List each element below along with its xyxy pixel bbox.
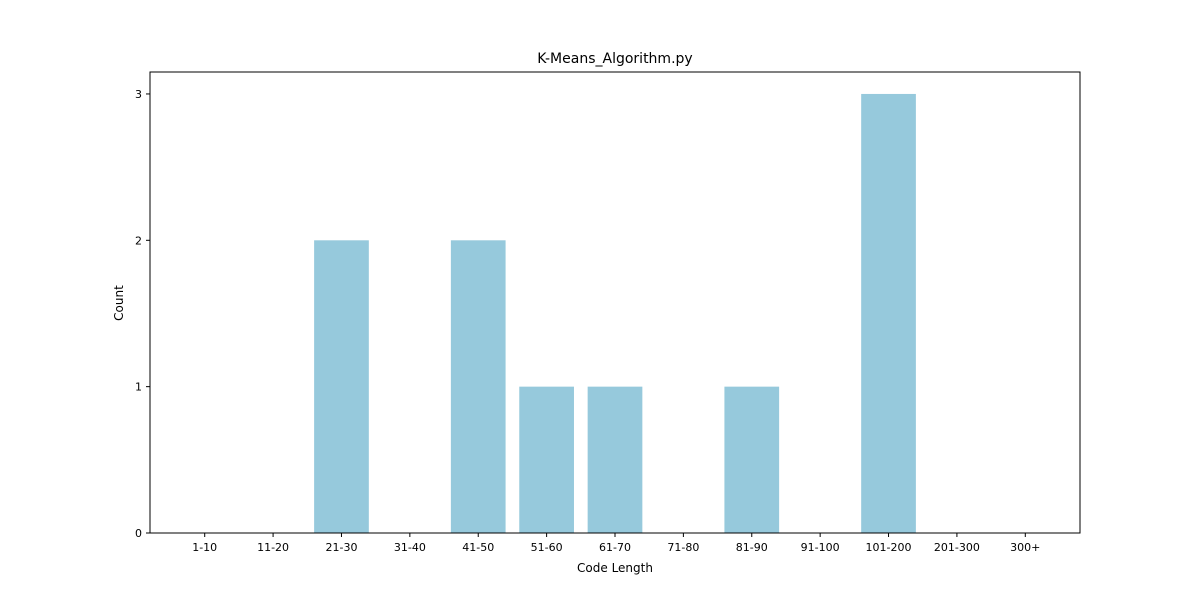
x-ticks: 1-10 11-20 21-30 31-40 41-50 51-60 61-70 71-80 8… (192, 533, 1040, 554)
bar-21-30 (314, 240, 369, 534)
x-tick-label: 31-40 (394, 541, 426, 554)
bar-101-200 (861, 93, 916, 533)
x-tick-label: 101-200 (866, 541, 912, 554)
x-tick-label: 91-100 (801, 541, 840, 554)
y-tick-label: 3 (135, 88, 142, 101)
x-tick-label: 11-20 (257, 541, 289, 554)
x-tick-label: 201-300 (934, 541, 980, 554)
bars-group (314, 93, 916, 534)
x-tick-label: 1-10 (192, 541, 217, 554)
x-tick-label: 41-50 (462, 541, 494, 554)
x-tick-label: 81-90 (736, 541, 768, 554)
y-tick-label: 0 (135, 527, 142, 540)
x-tick-label: 51-60 (531, 541, 563, 554)
bar-61-70 (587, 386, 643, 533)
y-tick-label: 2 (135, 234, 142, 247)
x-tick-label: 61-70 (599, 541, 631, 554)
x-tick-label: 71-80 (667, 541, 699, 554)
bar-51-60 (519, 386, 574, 533)
chart-title: K-Means_Algorithm.py (537, 51, 692, 67)
bar-41-50 (450, 240, 506, 534)
x-tick-label: 300+ (1010, 541, 1040, 554)
x-axis-label: Code Length (577, 561, 653, 575)
bar-81-90 (724, 386, 780, 533)
y-axis-label: Count (112, 285, 126, 321)
x-tick-label: 21-30 (325, 541, 357, 554)
y-ticks: 0 1 2 3 (135, 88, 150, 540)
y-tick-label: 1 (135, 381, 142, 394)
